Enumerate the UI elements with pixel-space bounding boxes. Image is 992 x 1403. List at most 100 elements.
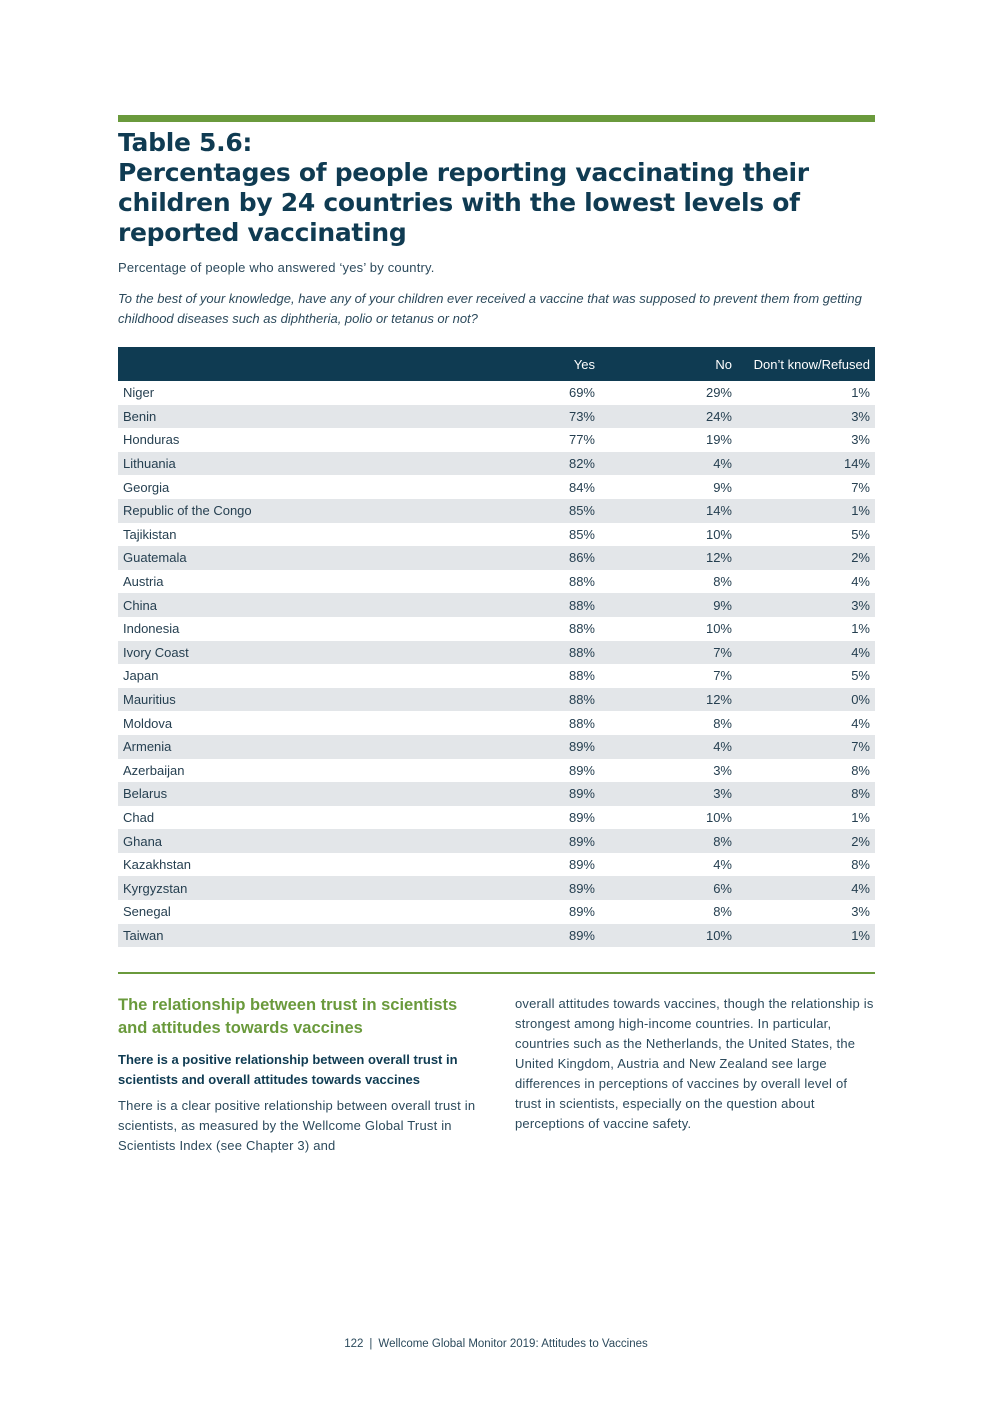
table-row: Ghana 89% 8% 2% (118, 829, 875, 853)
cell-country: Ivory Coast (118, 640, 418, 665)
table-row: Georgia 84% 9% 7% (118, 475, 875, 499)
table-header-row: Yes No Don’t know/Refused (118, 347, 875, 381)
cell-dont-know: 4% (737, 640, 875, 665)
table-title: Table 5.6: Percentages of people reporti… (118, 128, 875, 248)
cell-country: Moldova (123, 715, 173, 731)
table-row: Senegal 89% 8% 3% (118, 900, 875, 924)
cell-yes: 88% (568, 574, 595, 590)
cell-country: Georgia (123, 479, 170, 495)
cell-yes: 85% (568, 526, 595, 542)
cell-country: Austria (123, 574, 164, 590)
body-paragraph-left: There is a clear positive relationship b… (118, 1098, 476, 1153)
cell-no: 10% (705, 809, 732, 825)
cell-yes: 88% (568, 715, 595, 731)
page-footer: 122 | Wellcome Global Monitor 2019: Attitu… (0, 1338, 992, 1350)
cell-dont-know: 14% (737, 451, 875, 476)
cell-yes: 89% (568, 904, 595, 920)
cell-country: Indonesia (123, 621, 180, 637)
table-row: Tajikistan 85% 10% 5% (118, 523, 875, 547)
cell-country: Kazakhstan (123, 857, 191, 873)
cell-country: Japan (123, 668, 159, 684)
cell-country: Honduras (123, 432, 180, 448)
table-row: Republic of the Congo 85% 14% 1% (118, 498, 875, 523)
cell-yes: 88% (418, 640, 600, 665)
cell-no: 9% (600, 593, 737, 617)
cell-country: Chad (123, 809, 155, 825)
cell-country: Azerbaijan (123, 762, 185, 778)
cell-yes: 88% (418, 593, 600, 617)
table-row: Austria 88% 8% 4% (118, 570, 875, 594)
lead-paragraph: There is a positive relationship between… (118, 1052, 458, 1087)
cell-dont-know: 1% (851, 621, 870, 637)
vaccination-table: Yes No Don’t know/Refused Niger 69% 29% 1% B… (118, 347, 875, 948)
cell-country: Benin (118, 404, 418, 429)
cell-dont-know: 1% (851, 385, 870, 401)
cell-yes: 88% (418, 687, 600, 712)
cell-dont-know: 5% (851, 668, 870, 684)
table-row: Guatemala 86% 12% 2% (118, 546, 875, 570)
cell-yes: 89% (418, 829, 600, 853)
cell-dont-know: 7% (851, 479, 870, 495)
cell-no: 3% (600, 782, 737, 806)
cell-yes: 89% (568, 762, 595, 778)
cell-no: 12% (600, 687, 737, 712)
cell-dont-know: 3% (851, 432, 870, 448)
header-yes: Yes (418, 347, 600, 381)
cell-no: 10% (705, 621, 732, 637)
cell-country: Niger (123, 385, 155, 401)
cell-yes: 85% (418, 498, 600, 523)
table-subtitle: Percentage of people who answered ‘yes’ … (118, 260, 435, 275)
cell-country: Guatemala (118, 546, 418, 570)
cell-no: 4% (713, 857, 732, 873)
body-paragraph-right: overall attitudes towards vaccines, thou… (515, 996, 874, 1131)
cell-country: Ghana (118, 829, 418, 853)
page-number: 122 (344, 1338, 364, 1350)
cell-yes: 77% (568, 432, 595, 448)
cell-no: 10% (705, 526, 732, 542)
cell-no: 7% (600, 640, 737, 665)
cell-dont-know: 4% (851, 574, 870, 590)
cell-no: 7% (713, 668, 732, 684)
cell-country: Armenia (118, 734, 418, 759)
text-column-left: The relationship between trust in scient… (118, 994, 480, 1156)
cell-yes: 89% (418, 734, 600, 759)
table-row: Kyrgyzstan 89% 6% 4% (118, 876, 875, 901)
table-row: Azerbaijan 89% 3% 8% (118, 759, 875, 783)
section-heading: The relationship between trust in scient… (118, 996, 458, 1037)
table-row: Kazakhstan 89% 4% 8% (118, 853, 875, 877)
table-row: Armenia 89% 4% 7% (118, 734, 875, 759)
cell-yes: 89% (418, 876, 600, 901)
table-row: Indonesia 88% 10% 1% (118, 617, 875, 641)
table-row: Honduras 77% 19% 3% (118, 428, 875, 452)
cell-country: Belarus (118, 782, 418, 806)
cell-dont-know: 1% (737, 923, 875, 948)
cell-country: Republic of the Congo (118, 498, 418, 523)
header-dont-know: Don’t know/Refused (737, 347, 875, 381)
cell-no: 8% (713, 574, 732, 590)
cell-country: Kyrgyzstan (118, 876, 418, 901)
cell-yes: 88% (568, 668, 595, 684)
cell-yes: 82% (418, 451, 600, 476)
cell-dont-know: 1% (737, 498, 875, 523)
table-row: Taiwan 89% 10% 1% (118, 923, 875, 948)
cell-country: Lithuania (118, 451, 418, 476)
cell-yes: 89% (568, 809, 595, 825)
footer-separator: | (369, 1338, 373, 1350)
cell-dont-know: 3% (737, 404, 875, 429)
cell-yes: 89% (418, 923, 600, 948)
cell-dont-know: 4% (851, 715, 870, 731)
cell-dont-know: 8% (851, 762, 870, 778)
cell-no: 10% (600, 923, 737, 948)
cell-no: 9% (713, 479, 732, 495)
publication-title: Wellcome Global Monitor 2019: Attitudes … (378, 1338, 648, 1350)
cell-yes: 88% (568, 621, 595, 637)
cell-dont-know: 3% (737, 593, 875, 617)
top-accent-rule (118, 115, 875, 122)
cell-no: 8% (713, 904, 732, 920)
cell-dont-know: 4% (737, 876, 875, 901)
cell-no: 4% (600, 734, 737, 759)
cell-no: 12% (600, 546, 737, 570)
table-row: Belarus 89% 3% 8% (118, 782, 875, 806)
cell-no: 4% (600, 451, 737, 476)
section-divider (118, 972, 875, 974)
